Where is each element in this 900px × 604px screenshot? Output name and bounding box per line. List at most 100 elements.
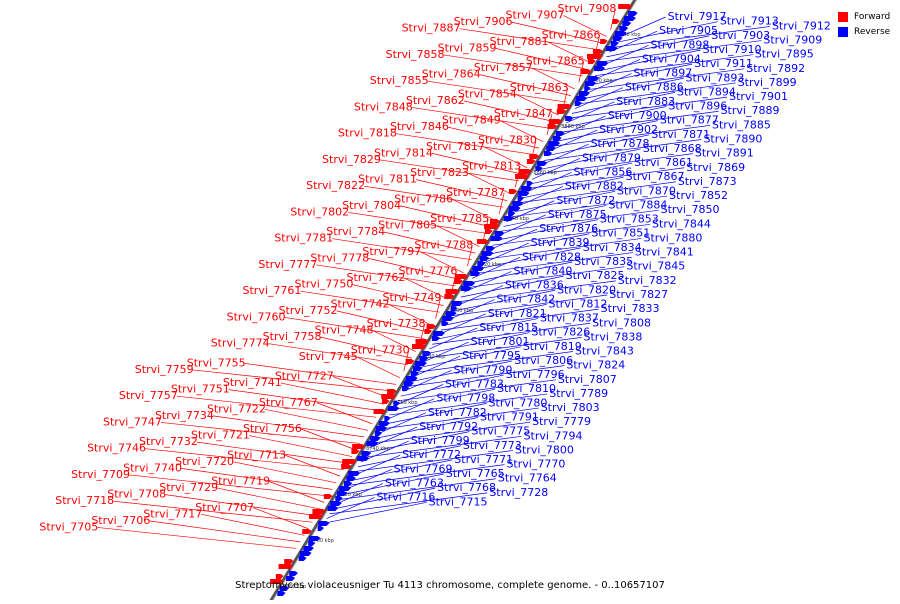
reverse-gene-arrow[interactable] (366, 441, 379, 446)
gene-label[interactable]: Strvi_7865 (526, 55, 585, 68)
gene-label[interactable]: Strvi_7856 (573, 165, 632, 178)
reverse-gene-arrow[interactable] (445, 311, 457, 316)
gene-label[interactable]: Strvi_7779 (532, 415, 591, 428)
gene-label[interactable]: Strvi_7749 (383, 291, 442, 304)
forward-gene-arrow[interactable] (309, 514, 324, 519)
gene-label[interactable]: Strvi_7835 (574, 255, 633, 268)
reverse-gene-arrow[interactable] (552, 136, 562, 141)
reverse-gene-arrow[interactable] (575, 96, 588, 101)
reverse-gene-arrow[interactable] (623, 16, 636, 21)
reverse-gene-arrow[interactable] (477, 261, 486, 266)
forward-gene-arrow[interactable] (489, 219, 500, 224)
reverse-gene-arrow[interactable] (361, 451, 372, 456)
gene-label[interactable]: Strvi_7818 (338, 127, 397, 140)
forward-gene-arrow[interactable] (312, 509, 326, 514)
gene-label[interactable]: Strvi_7844 (652, 217, 711, 230)
gene-label[interactable]: Strvi_7763 (385, 476, 444, 489)
forward-gene-arrow[interactable] (342, 459, 357, 464)
gene-label[interactable]: Strvi_7815 (479, 321, 538, 334)
reverse-gene-arrow[interactable] (535, 166, 543, 171)
reverse-gene-arrow[interactable] (584, 81, 597, 86)
forward-gene-arrow[interactable] (444, 294, 455, 299)
gene-label[interactable]: Strvi_7775 (471, 425, 530, 438)
gene-label[interactable]: Strvi_7903 (711, 29, 770, 42)
gene-label[interactable]: Strvi_7820 (557, 283, 616, 296)
reverse-gene-arrow[interactable] (393, 401, 400, 406)
reverse-gene-arrow[interactable] (348, 471, 361, 476)
forward-gene-arrow[interactable] (373, 409, 386, 414)
forward-gene-arrow[interactable] (556, 109, 567, 114)
gene-label[interactable]: Strvi_7823 (410, 166, 469, 179)
gene-label[interactable]: Strvi_7895 (755, 48, 814, 61)
gene-label[interactable]: Strvi_7885 (712, 118, 771, 131)
reverse-gene-arrow[interactable] (357, 456, 370, 461)
forward-gene-arrow[interactable] (405, 359, 415, 364)
reverse-gene-arrow[interactable] (481, 251, 494, 256)
reverse-gene-arrow[interactable] (403, 381, 414, 386)
forward-gene-arrow[interactable] (600, 39, 608, 44)
gene-label[interactable]: Strvi_7828 (522, 250, 581, 263)
gene-label[interactable]: Strvi_7786 (394, 192, 453, 205)
reverse-gene-arrow[interactable] (413, 366, 423, 371)
gene-label[interactable]: Strvi_7709 (71, 468, 130, 481)
gene-label[interactable]: Strvi_7846 (390, 120, 449, 133)
gene-label[interactable]: Strvi_7863 (510, 81, 569, 94)
gene-label[interactable]: Strvi_7819 (523, 340, 582, 353)
forward-gene-arrow[interactable] (415, 339, 429, 344)
gene-label[interactable]: Strvi_7787 (446, 186, 505, 199)
gene-label[interactable]: Strvi_7751 (171, 383, 230, 396)
forward-gene-arrow[interactable] (547, 124, 558, 129)
gene-label[interactable]: Strvi_7852 (669, 189, 728, 202)
forward-gene-arrow[interactable] (454, 274, 469, 279)
gene-label[interactable]: Strvi_7832 (618, 274, 677, 287)
reverse-gene-arrow[interactable] (521, 186, 533, 191)
forward-gene-arrow[interactable] (484, 224, 500, 229)
forward-gene-arrow[interactable] (351, 449, 360, 454)
gene-label[interactable]: Strvi_7808 (592, 316, 651, 329)
reverse-gene-arrow[interactable] (503, 216, 514, 221)
reverse-gene-arrow[interactable] (387, 406, 400, 411)
forward-gene-arrow[interactable] (387, 389, 397, 394)
gene-label[interactable]: Strvi_7841 (635, 246, 694, 259)
reverse-gene-arrow[interactable] (379, 421, 390, 426)
reverse-gene-arrow[interactable] (486, 246, 495, 251)
gene-label[interactable]: Strvi_7792 (419, 420, 478, 433)
forward-gene-arrow[interactable] (412, 344, 427, 349)
gene-label[interactable]: Strvi_7770 (506, 458, 565, 471)
reverse-gene-arrow[interactable] (375, 426, 388, 431)
reverse-gene-arrow[interactable] (490, 236, 503, 241)
gene-label[interactable]: Strvi_7798 (436, 392, 495, 405)
gene-label[interactable]: Strvi_7893 (686, 71, 745, 84)
gene-label[interactable]: Strvi_7822 (306, 179, 365, 192)
gene-label[interactable]: Strvi_7897 (633, 67, 692, 80)
gene-label[interactable]: Strvi_7721 (191, 429, 250, 442)
gene-label[interactable]: Strvi_7728 (489, 486, 548, 499)
gene-label[interactable]: Strvi_7848 (354, 100, 413, 113)
gene-label[interactable]: Strvi_7732 (139, 435, 198, 448)
reverse-gene-arrow[interactable] (318, 521, 330, 526)
reverse-gene-arrow[interactable] (330, 501, 342, 506)
reverse-gene-arrow[interactable] (339, 486, 352, 491)
forward-gene-arrow[interactable] (587, 59, 596, 64)
reverse-gene-arrow[interactable] (508, 206, 521, 211)
reverse-gene-arrow[interactable] (450, 306, 458, 311)
gene-label[interactable]: Strvi_7906 (454, 15, 513, 28)
gene-label[interactable]: Strvi_7875 (548, 208, 607, 221)
reverse-gene-arrow[interactable] (584, 86, 591, 91)
forward-gene-arrow[interactable] (341, 464, 352, 469)
gene-label[interactable]: Strvi_7814 (374, 146, 433, 159)
gene-label[interactable]: Strvi_7886 (625, 81, 684, 94)
gene-label[interactable]: Strvi_7780 (489, 396, 548, 409)
reverse-gene-arrow[interactable] (343, 481, 353, 486)
reverse-gene-arrow[interactable] (308, 541, 316, 546)
gene-label[interactable]: Strvi_7773 (463, 439, 522, 452)
gene-label[interactable]: Strvi_7785 (430, 212, 489, 225)
forward-gene-arrow[interactable] (352, 444, 365, 449)
gene-label[interactable]: Strvi_7762 (346, 271, 405, 284)
gene-label[interactable]: Strvi_7804 (342, 199, 401, 212)
gene-label[interactable]: Strvi_7838 (584, 330, 643, 343)
gene-label[interactable]: Strvi_7883 (616, 95, 675, 108)
gene-label[interactable]: Strvi_7795 (462, 349, 521, 362)
gene-label[interactable]: Strvi_7800 (515, 443, 574, 456)
gene-label[interactable]: Strvi_7758 (263, 330, 322, 343)
